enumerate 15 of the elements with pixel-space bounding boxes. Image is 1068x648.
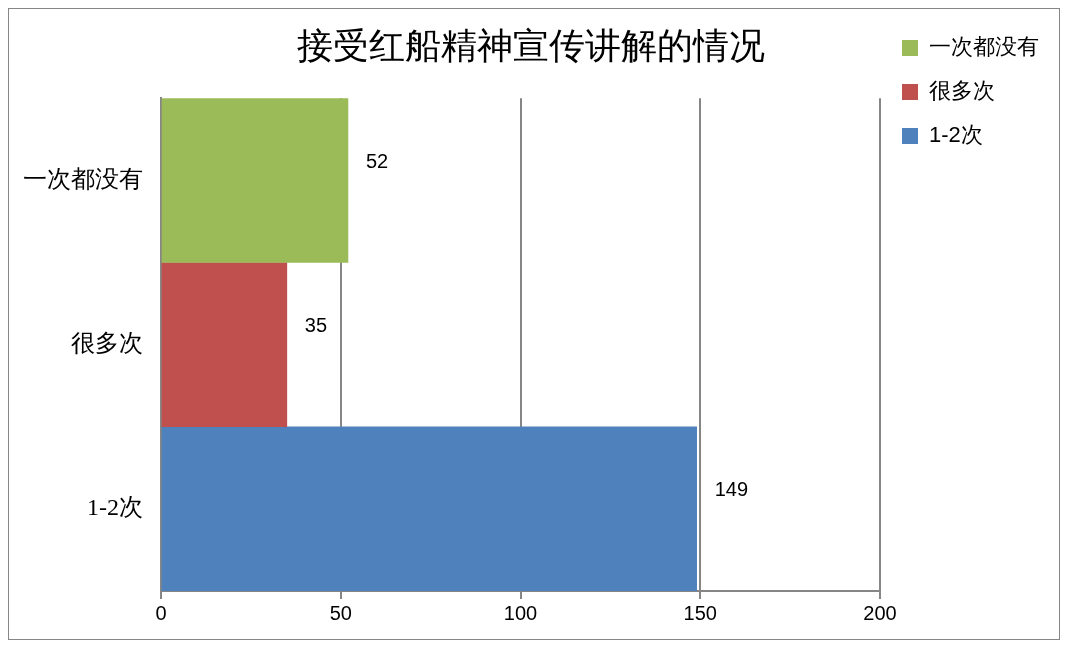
- y-tick-label: 很多次: [71, 329, 143, 356]
- y-tick-label: 1-2次: [87, 494, 143, 521]
- legend-label: 一次都没有: [929, 34, 1039, 60]
- legend-label: 很多次: [929, 78, 995, 104]
- x-tick-label: 0: [155, 601, 167, 624]
- data-label: 35: [304, 314, 328, 337]
- data-label: 149: [714, 478, 749, 501]
- x-tick-label: 200: [863, 601, 897, 624]
- data-label: 52: [365, 149, 389, 172]
- x-tick-label: 100: [503, 601, 538, 624]
- x-tick-label: 50: [329, 601, 352, 624]
- legend-label: 1-2次: [929, 122, 983, 148]
- x-tick-label: 150: [683, 601, 717, 624]
- y-tick-label: 一次都没有: [23, 165, 143, 192]
- chart-title: 接受红船精神宣传讲解的情况: [297, 26, 765, 67]
